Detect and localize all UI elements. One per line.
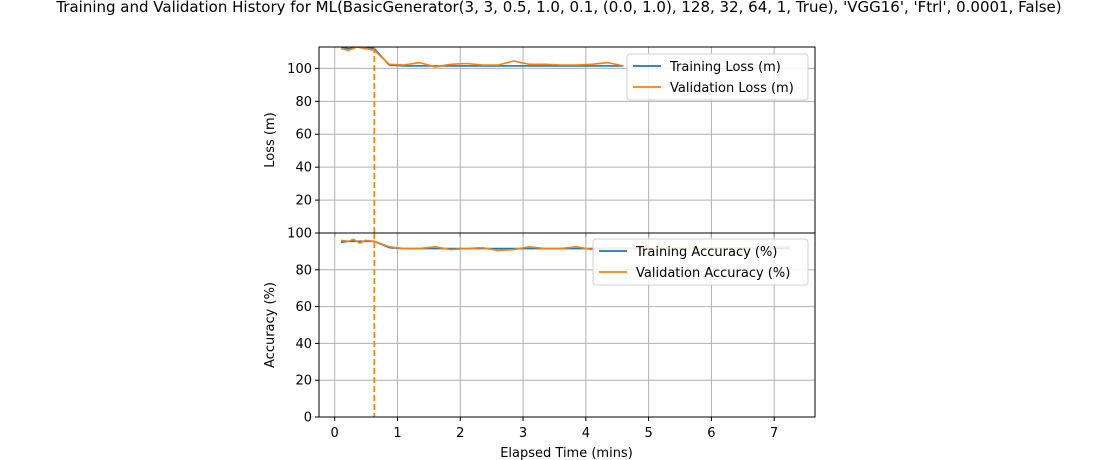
accuracy-legend: Training Accuracy (%) Validation Accuracy… (592, 238, 809, 286)
accuracy-axes: 0 20 40 60 80 100 0 1 2 3 4 5 6 7 Accuracy (%) Training… (263, 227, 816, 441)
accuracy-ytick-label: 60 (295, 300, 312, 315)
accuracy-y-axis-label: Accuracy (%) (263, 282, 278, 368)
loss-legend-label: Validation Loss (m) (670, 81, 794, 96)
accuracy-legend-label: Training Accuracy (%) (635, 245, 777, 260)
accuracy-ytick-label: 0 (304, 411, 312, 426)
loss-series-group (340, 47, 624, 68)
loss-ytick-label: 60 (295, 128, 312, 143)
accuracy-xtick-label: 3 (519, 426, 527, 441)
loss-ytick-label: 80 (295, 95, 312, 110)
x-axis-label: Elapsed Time (mins) (500, 446, 633, 460)
loss-axes: 20 40 60 80 100 Loss (m) Training Loss (m) Vali… (263, 46, 816, 237)
accuracy-xtick-label: 0 (331, 426, 339, 441)
accuracy-ytick-label: 100 (287, 227, 312, 242)
loss-legend-label: Training Loss (m) (669, 60, 781, 75)
loss-legend: Training Loss (m) Validation Loss (m) (626, 53, 809, 101)
loss-ytick-label: 100 (287, 62, 312, 77)
loss-series-validation-line (340, 47, 624, 68)
loss-ytick-label: 40 (295, 161, 312, 176)
accuracy-axes-frame (318, 232, 816, 418)
accuracy-xtick-label: 5 (644, 426, 652, 441)
loss-series-training-line (340, 47, 624, 67)
accuracy-xtick-label: 7 (770, 426, 778, 441)
accuracy-xtick-label: 6 (707, 426, 715, 441)
loss-y-axis-label: Loss (m) (263, 112, 278, 167)
figure-title: Training and Validation History for ML(B… (55, 0, 1061, 16)
accuracy-ytick-label: 40 (295, 337, 312, 352)
accuracy-ytick-label: 80 (295, 263, 312, 278)
loss-legend-box (626, 53, 809, 101)
accuracy-xtick-label: 4 (582, 426, 590, 441)
accuracy-legend-label: Validation Accuracy (%) (636, 266, 790, 281)
accuracy-legend-box (592, 238, 809, 286)
accuracy-xtick-label: 1 (393, 426, 401, 441)
accuracy-xtick-label: 2 (456, 426, 464, 441)
loss-ytick-label: 20 (295, 194, 312, 209)
accuracy-ytick-label: 20 (295, 374, 312, 389)
